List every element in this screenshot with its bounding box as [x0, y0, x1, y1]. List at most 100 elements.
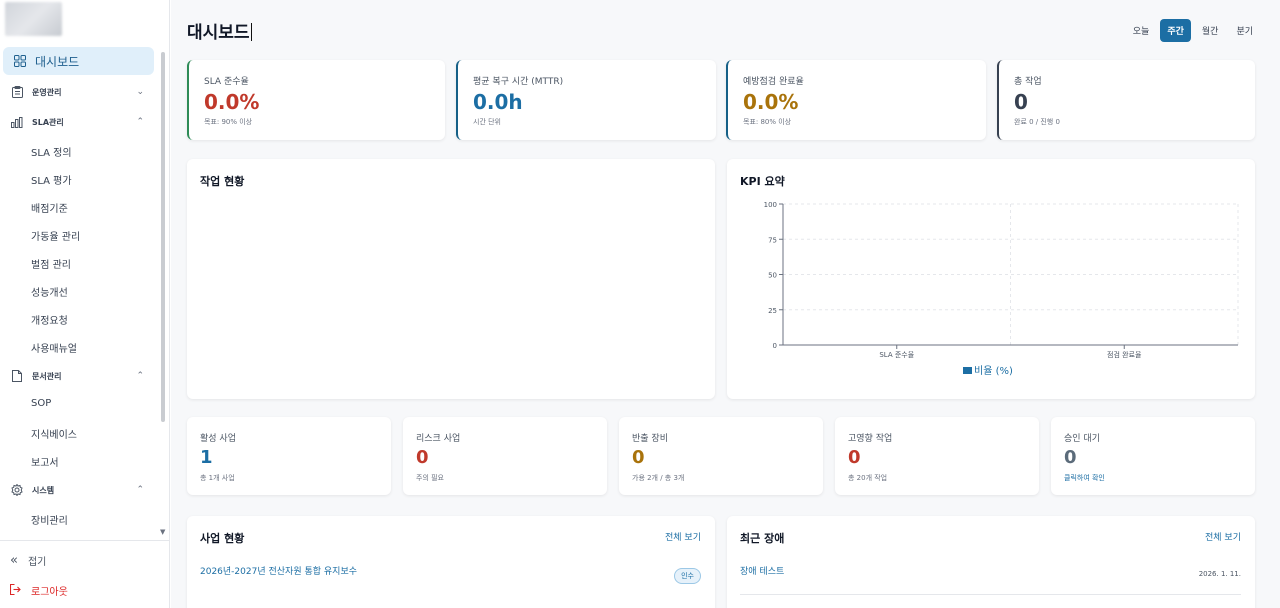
- y-tick-label: 100: [764, 201, 777, 209]
- stat-card-equipment-out: 반출 장비 0 가용 2개 / 총 3개: [619, 417, 823, 495]
- work-status-panel: 작업 현황: [187, 159, 715, 399]
- period-week[interactable]: 주간: [1160, 19, 1191, 42]
- grid-icon: [13, 54, 27, 68]
- sidebar-item-sla-definition[interactable]: SLA 정의: [31, 148, 72, 159]
- chevron-up-icon: ⌃: [136, 485, 144, 495]
- period-quarter[interactable]: 분기: [1236, 27, 1253, 37]
- sidebar-scrollbar[interactable]: ▼: [160, 44, 166, 536]
- sidebar-group-label: SLA관리: [32, 117, 64, 127]
- y-tick-label: 50: [768, 272, 777, 280]
- kpi-value: 0.0%: [743, 90, 799, 114]
- kpi-sub: 목표: 80% 이상: [743, 118, 792, 126]
- sidebar-group-label: 문서관리: [32, 371, 62, 381]
- kpi-label: 총 작업: [1014, 77, 1042, 87]
- logout-label: 로그아웃: [31, 587, 68, 598]
- sidebar-item-performance[interactable]: 성능개선: [31, 288, 68, 299]
- stat-value: 0: [416, 447, 429, 468]
- stat-value: 0: [1064, 447, 1077, 468]
- stat-value: 1: [200, 447, 213, 468]
- kpi-label: 예방점검 완료율: [743, 77, 804, 87]
- stat-label: 반출 장비: [632, 434, 668, 444]
- legend-swatch: [963, 367, 972, 374]
- sidebar-item-sop[interactable]: SOP: [31, 398, 52, 409]
- section-title: 사업 현황: [200, 532, 245, 545]
- scrollbar-thumb[interactable]: [161, 52, 165, 422]
- project-item-link[interactable]: 2026년-2027년 전산자원 통합 유지보수: [200, 567, 357, 577]
- incident-date: 2026. 1. 11.: [1198, 570, 1241, 578]
- project-status-badge: 인수: [674, 568, 701, 584]
- incidents-panel: 최근 장애 전체 보기 장애 테스트 2026. 1. 11.: [727, 516, 1255, 608]
- stat-label: 활성 사업: [200, 434, 236, 444]
- stat-sub: 주의 필요: [416, 474, 444, 482]
- sidebar-item-revision[interactable]: 개정요청: [31, 316, 68, 327]
- y-tick-label: 25: [768, 307, 777, 315]
- clipboard-icon: [10, 85, 24, 99]
- kpi-value: 0.0%: [204, 90, 260, 114]
- sidebar-group-label: 시스템: [32, 485, 55, 495]
- sidebar-item-label: 대시보드: [35, 54, 80, 69]
- double-chevron-left-icon: «: [10, 553, 18, 568]
- incident-item-link[interactable]: 장애 테스트: [740, 567, 785, 577]
- period-month[interactable]: 월간: [1201, 27, 1219, 37]
- sidebar-item-dashboard[interactable]: 대시보드: [3, 47, 154, 75]
- stat-sub[interactable]: 클릭하여 확인: [1064, 474, 1105, 482]
- sidebar-group-documents[interactable]: 문서관리 ⌃: [0, 362, 158, 390]
- main-content: 대시보드 오늘 주간 월간 분기 SLA 준수율 0.0% 목표: 90% 이상…: [171, 0, 1280, 608]
- sidebar-item-reports[interactable]: 보고서: [31, 458, 59, 469]
- sidebar-item-knowledge[interactable]: 지식베이스: [31, 430, 77, 441]
- sidebar-item-penalty[interactable]: 벌점 관리: [31, 260, 71, 271]
- sidebar-item-manual[interactable]: 사용매뉴얼: [31, 344, 77, 355]
- document-icon: [10, 369, 24, 383]
- collapse-label: 접기: [27, 557, 47, 568]
- gear-icon: [10, 483, 24, 497]
- sidebar-group-sla[interactable]: SLA관리 ⌃: [0, 108, 158, 136]
- kpi-card-sla: SLA 준수율 0.0% 목표: 90% 이상: [187, 60, 445, 140]
- stat-sub: 총 1개 사업: [200, 474, 235, 482]
- kpi-label: 평균 복구 시간 (MTTR): [473, 77, 564, 87]
- stat-value: 0: [848, 447, 861, 468]
- sidebar-group-label: 운영관리: [32, 87, 62, 97]
- legend-label: 비율 (%): [974, 365, 1013, 377]
- sidebar-group-system[interactable]: 시스템 ⌃: [0, 476, 158, 504]
- kpi-value: 0.0h: [473, 90, 523, 114]
- kpi-summary-panel: KPI 요약 0 25 50 75 100 SLA 준수율 점검 완료율 비율 (%): [727, 159, 1255, 399]
- stat-card-risk-projects: 리스크 사업 0 주의 필요: [403, 417, 607, 495]
- x-tick-label: SLA 준수율: [879, 351, 914, 359]
- sidebar-item-sla-evaluation[interactable]: SLA 평가: [31, 176, 72, 187]
- sidebar-item-scoring[interactable]: 배점기준: [31, 204, 68, 215]
- logo: [5, 2, 62, 36]
- page-title: 대시보드: [187, 23, 252, 43]
- section-title: 작업 현황: [200, 175, 245, 188]
- sidebar: 대시보드 운영관리 ⌄ SLA관리 ⌃ SLA 정의 SLA 평가 배점기준 가…: [0, 0, 170, 608]
- stat-card-high-impact: 고영향 작업 0 총 20개 작업: [835, 417, 1039, 495]
- period-selector: 오늘 주간 월간 분기: [1126, 19, 1260, 42]
- stat-sub: 총 20개 작업: [848, 474, 888, 482]
- stat-card-pending-approval[interactable]: 승인 대기 0 클릭하여 확인: [1051, 417, 1255, 495]
- collapse-button[interactable]: « 접기: [10, 553, 46, 568]
- logout-button[interactable]: 로그아웃: [9, 583, 68, 598]
- sidebar-item-equipment[interactable]: 장비관리: [31, 516, 68, 527]
- incidents-view-all-link[interactable]: 전체 보기: [1205, 533, 1241, 543]
- period-today[interactable]: 오늘: [1132, 27, 1150, 37]
- sidebar-item-uptime[interactable]: 가동율 관리: [31, 232, 81, 243]
- kpi-card-mttr: 평균 복구 시간 (MTTR) 0.0h 시간 단위: [456, 60, 716, 140]
- kpi-card-preventive: 예방점검 완료율 0.0% 목표: 80% 이상: [726, 60, 986, 140]
- kpi-card-total-tasks: 총 작업 0 완료 0 / 진행 0: [997, 60, 1255, 140]
- sidebar-group-operations[interactable]: 운영관리 ⌄: [0, 78, 158, 106]
- scroll-down-arrow-icon[interactable]: ▼: [160, 528, 166, 536]
- kpi-sub: 시간 단위: [473, 118, 501, 126]
- projects-panel: 사업 현황 전체 보기 2026년-2027년 전산자원 통합 유지보수 인수: [187, 516, 715, 608]
- stat-label: 리스크 사업: [416, 434, 461, 444]
- kpi-sub: 완료 0 / 진행 0: [1014, 118, 1060, 126]
- section-title: 최근 장애: [740, 532, 785, 545]
- chevron-up-icon: ⌃: [136, 371, 144, 381]
- kpi-label: SLA 준수율: [204, 77, 249, 87]
- stat-label: 고영향 작업: [848, 434, 893, 444]
- sidebar-footer: « 접기 로그아웃: [0, 540, 170, 608]
- divider: [740, 594, 1241, 595]
- sidebar-nav: 대시보드 운영관리 ⌄ SLA관리 ⌃ SLA 정의 SLA 평가 배점기준 가…: [0, 40, 158, 540]
- x-tick-label: 점검 완료율: [1107, 351, 1142, 359]
- y-tick-label: 75: [768, 236, 777, 244]
- projects-view-all-link[interactable]: 전체 보기: [665, 533, 701, 543]
